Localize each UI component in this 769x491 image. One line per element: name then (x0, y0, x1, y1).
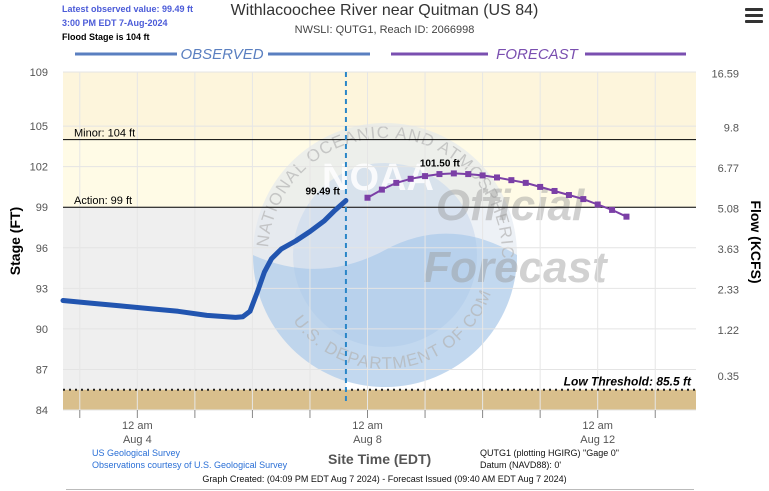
forecast-section-label: FORECAST (496, 46, 580, 63)
right-tick-label: 0.35 (718, 371, 739, 383)
x-tick-label: 12 am (352, 420, 383, 432)
y-axis-title: Stage (FT) (7, 207, 23, 275)
x-tick-label: 12 am (122, 420, 153, 432)
observed-section-label: OBSERVED (180, 46, 263, 63)
minor-threshold-label: Minor: 104 ft (74, 128, 135, 140)
y-tick-label: 87 (36, 364, 48, 376)
forecast-point (364, 194, 371, 201)
plotting-info: QUTG1 (plotting HGIRG) "Gage 0" (480, 448, 619, 458)
forecast-point (436, 171, 443, 178)
forecast-crest-label: 101.50 ft (420, 158, 461, 169)
right-tick-label: 2.33 (718, 285, 739, 297)
forecast-point (479, 172, 486, 179)
y-tick-label: 84 (36, 405, 48, 417)
right-axis-title: Flow (KCFS) (748, 200, 764, 283)
current-stage-label: 99.49 ft (305, 187, 340, 198)
latest-value: Latest observed value: 99.49 ft (62, 4, 194, 14)
y-tick-label: 109 (30, 67, 48, 79)
right-tick-label: 1.22 (718, 325, 739, 337)
chart-subtitle: NWSLI: QUTG1, Reach ID: 2066998 (294, 24, 475, 36)
latest-time: 3:00 PM EDT 7-Aug-2024 (62, 18, 168, 28)
forecast-point (551, 187, 558, 194)
observed-series-line (60, 198, 349, 320)
forecast-point (537, 183, 544, 190)
menu-icon[interactable] (745, 8, 763, 24)
usgs-link[interactable]: US Geological Survey (92, 448, 181, 458)
right-tick-label: 6.77 (718, 163, 739, 175)
y-tick-label: 102 (30, 162, 48, 174)
y-tick-label: 96 (36, 243, 48, 255)
forecast-point (407, 175, 414, 182)
forecast-point (623, 213, 630, 220)
watermark-official: Official (436, 181, 585, 230)
watermark-forecast: Forecast (423, 243, 609, 292)
y-tick-label: 93 (36, 283, 48, 295)
forecast-point (508, 177, 515, 184)
forecast-point (465, 171, 472, 178)
graph-created-note: Graph Created: (04:09 PM EDT Aug 7 2024)… (202, 474, 567, 484)
right-tick-label: 3.63 (718, 244, 739, 256)
plot-info: QUTG1 (plotting HGIRG) "Gage 0" Datum (N… (480, 447, 619, 471)
forecast-point (422, 173, 429, 180)
action-threshold-label: Action: 99 ft (74, 195, 132, 207)
low-threshold-band (63, 389, 696, 410)
forecast-point (522, 179, 529, 186)
forecast-point (594, 201, 601, 208)
flood-stage-note: Flood Stage is 104 ft (62, 32, 150, 42)
x-tick-label: Aug 8 (353, 434, 382, 446)
forecast-point (493, 174, 500, 181)
x-tick-label: Aug 4 (123, 434, 152, 446)
right-tick-label: 5.08 (718, 204, 739, 216)
forecast-point (565, 192, 572, 199)
forecast-point (580, 196, 587, 203)
forecast-point (378, 186, 385, 193)
forecast-point (609, 206, 616, 213)
footer-divider (66, 489, 694, 490)
right-tick-label: 9.8 (724, 122, 739, 134)
y-tick-label: 99 (36, 202, 48, 214)
x-axis-title: Site Time (EDT) (328, 451, 432, 467)
chart-title: Withlacoochee River near Quitman (US 84) (230, 2, 539, 19)
right-tick-label: 16.59 (711, 68, 739, 80)
low-threshold-label: Low Threshold: 85.5 ft (564, 375, 692, 389)
forecast-point (393, 179, 400, 186)
usgs-credit: US Geological Survey Observations courte… (92, 447, 287, 471)
y-tick-label: 90 (36, 324, 48, 336)
forecast-point (450, 170, 457, 177)
datum-info: Datum (NAVD88): 0' (480, 460, 562, 470)
x-tick-label: 12 am (582, 420, 613, 432)
usgs-observations-link[interactable]: Observations courtesy of U.S. Geological… (92, 460, 288, 470)
y-tick-label: 105 (30, 121, 48, 133)
latest-observation: Latest observed value: 99.49 ft 3:00 PM … (62, 2, 193, 30)
x-tick-label: Aug 12 (580, 434, 615, 446)
